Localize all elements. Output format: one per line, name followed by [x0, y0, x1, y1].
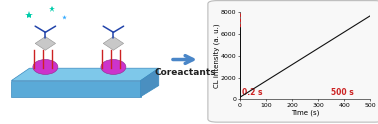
Y-axis label: CL intensity (a. u.): CL intensity (a. u.)	[213, 23, 220, 88]
Text: 0.2 s: 0.2 s	[242, 88, 263, 97]
X-axis label: Time (s): Time (s)	[291, 109, 319, 116]
Polygon shape	[11, 68, 159, 81]
Ellipse shape	[33, 60, 58, 74]
Text: 500 s: 500 s	[331, 88, 354, 97]
Polygon shape	[35, 37, 56, 50]
Polygon shape	[141, 68, 159, 97]
Polygon shape	[11, 81, 141, 97]
Ellipse shape	[101, 60, 126, 74]
Polygon shape	[103, 37, 124, 50]
Text: Coreactants: Coreactants	[154, 68, 216, 77]
